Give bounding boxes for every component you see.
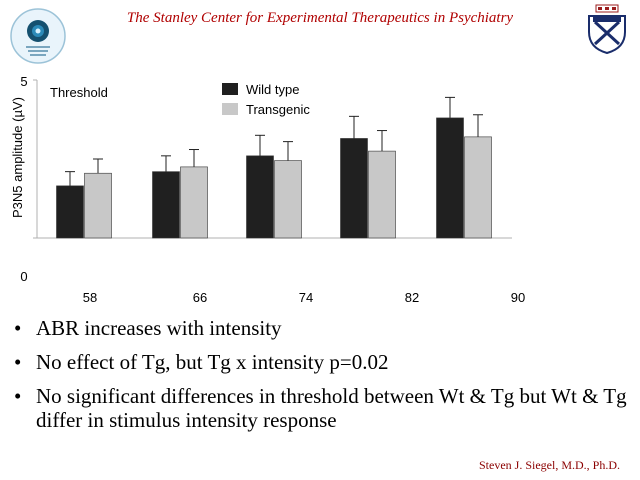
page-title: The Stanley Center for Experimental Ther… — [126, 10, 514, 26]
x-tick-label: 66 — [193, 290, 207, 305]
bullet-item: • No significant differences in threshol… — [14, 384, 634, 432]
legend-label: Transgenic — [246, 102, 310, 117]
x-tick-label: 74 — [299, 290, 313, 305]
bullet-list: • ABR increases with intensity • No effe… — [14, 316, 634, 442]
x-tick-label: 58 — [83, 290, 97, 305]
bullet-text: No significant differences in threshold … — [36, 384, 627, 432]
bar — [340, 138, 368, 239]
author-credit: Steven J. Siegel, M.D., Ph.D. — [479, 458, 620, 472]
bullet-item: • ABR increases with intensity — [14, 316, 634, 340]
bar — [464, 136, 492, 239]
bar-chart: 5 0 P3N5 amplitude (µV) Threshold Wild type T… — [10, 74, 525, 305]
y-axis-label: P3N5 amplitude (µV) — [10, 97, 25, 218]
stanley-center-logo-icon — [9, 7, 67, 65]
bar — [246, 155, 274, 239]
bar — [274, 160, 302, 239]
x-tick-label: 82 — [405, 290, 419, 305]
bullet-glyph: • — [14, 350, 22, 374]
bar — [152, 171, 180, 239]
bar — [56, 185, 84, 239]
bullet-item: • No effect of Tg, but Tg x intensity p=… — [14, 350, 634, 374]
bar — [368, 150, 396, 239]
bullet-text: No effect of Tg, but Tg x intensity p=0.… — [36, 350, 389, 374]
bullet-glyph: • — [14, 384, 22, 408]
bar — [84, 172, 112, 239]
penn-shield-logo-icon — [585, 4, 629, 55]
bar — [436, 117, 464, 239]
y-tick-label: 5 — [20, 74, 27, 89]
legend-swatch — [222, 83, 238, 95]
legend-swatch — [222, 103, 238, 115]
legend-label: Wild type — [246, 82, 299, 97]
chart-annotation: Threshold — [50, 85, 108, 100]
y-tick-label: 0 — [20, 269, 27, 284]
x-tick-label: 90 — [511, 290, 525, 305]
bar — [180, 166, 208, 239]
bullet-text: ABR increases with intensity — [36, 316, 282, 340]
bullet-glyph: • — [14, 316, 22, 340]
